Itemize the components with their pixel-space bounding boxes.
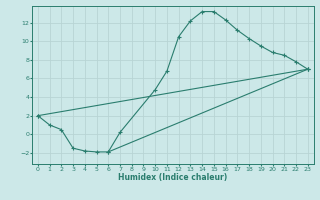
X-axis label: Humidex (Indice chaleur): Humidex (Indice chaleur) (118, 173, 228, 182)
